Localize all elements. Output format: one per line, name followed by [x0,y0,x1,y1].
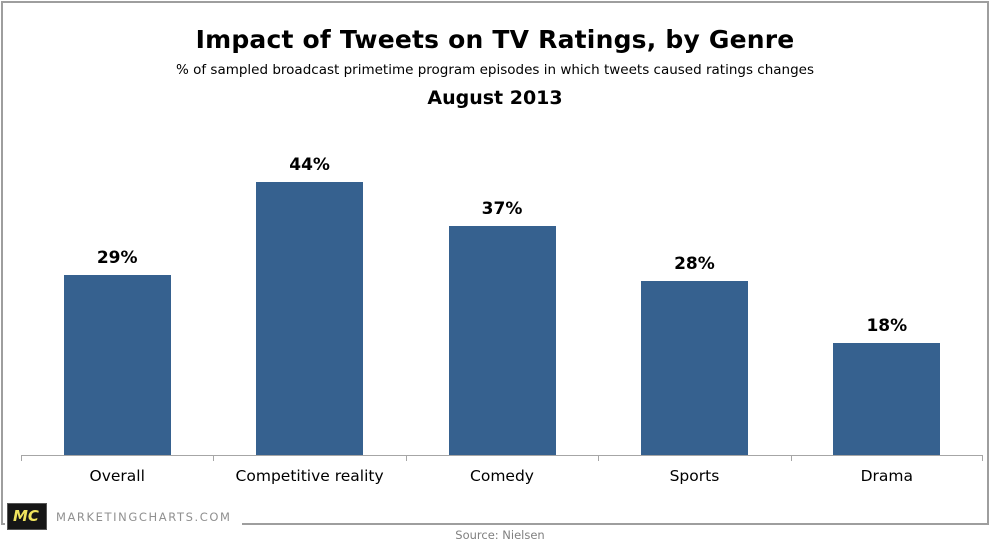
x-axis [21,455,983,461]
category-label: Overall [89,467,145,485]
site-name: MARKETINGCHARTS.COM [55,509,232,524]
category-label: Comedy [470,467,534,485]
chart-period: August 2013 [427,87,563,109]
bar-value-label: 37% [481,199,523,219]
axis-tick [21,456,22,461]
axis-tick [405,456,407,461]
bar-column-comedy: 37% [406,199,598,455]
category-label: Sports [669,467,720,485]
bar-column-drama: 18% [791,316,983,455]
chart-subtitle: % of sampled broadcast primetime program… [175,62,815,78]
bar [256,182,364,455]
marketingcharts-logo-icon: MC [7,503,47,530]
axis-tick [598,456,600,461]
bar [448,226,556,455]
bar-column-sports: 28% [598,254,790,455]
branding: MC MARKETINGCHARTS.COM [5,501,242,532]
bar-value-label: 18% [866,316,908,336]
bar-value-label: 44% [289,155,330,175]
bar [640,281,748,455]
bar-value-label: 29% [96,248,138,268]
axis-tick [213,456,215,461]
category-labels: Overall Competitive reality Comedy Sports Dr… [21,467,983,485]
bar [833,343,941,455]
chart-title: Impact of Tweets on TV Ratings, by Genre [195,25,795,54]
bar-column-overall: 29% [21,248,213,455]
bar-columns: 29% 44% 37% 28% 18% [21,133,983,455]
bar-value-label: 28% [674,254,715,274]
bar-column-competitive-reality: 44% [213,155,405,455]
bar [63,275,171,455]
chart-header: Impact of Tweets on TV Ratings, by Genre… [3,3,987,109]
chart-frame: Impact of Tweets on TV Ratings, by Genre… [1,1,989,532]
axis-tick [790,456,792,461]
source-note: Source: Nielsen [455,528,545,542]
bar-chart: 29% 44% 37% 28% 18% Overall Competitive reali… [21,133,983,485]
axis-tick [982,456,983,461]
category-label: Competitive reality [235,467,384,485]
category-label: Drama [860,467,914,485]
